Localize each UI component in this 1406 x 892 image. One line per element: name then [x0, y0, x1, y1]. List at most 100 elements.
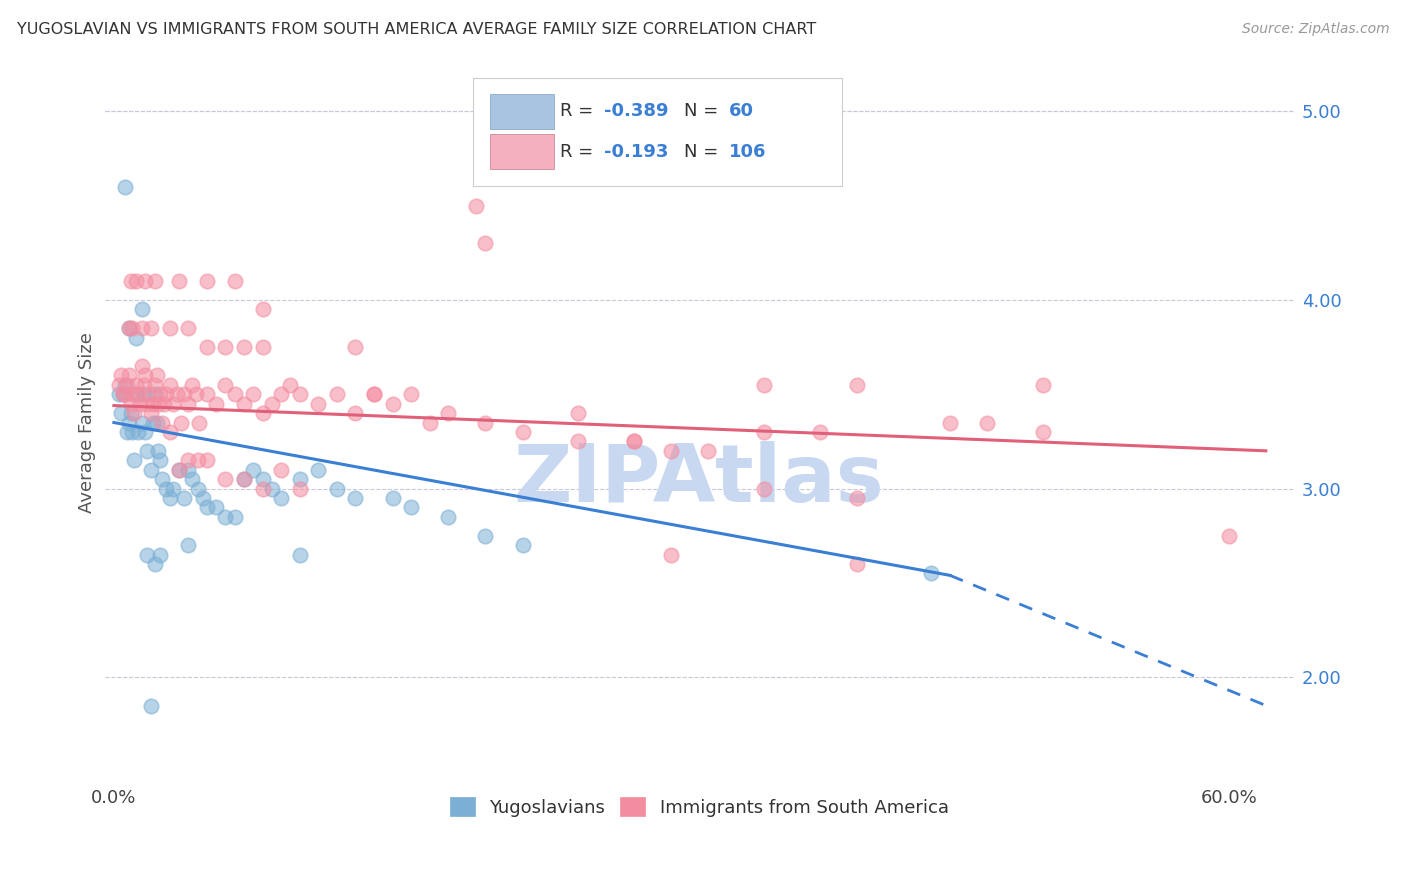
Point — [976, 416, 998, 430]
Point — [136, 397, 159, 411]
FancyBboxPatch shape — [474, 78, 842, 186]
Point — [224, 387, 246, 401]
Point — [170, 416, 193, 430]
Point — [181, 377, 204, 392]
Point — [114, 179, 136, 194]
Point — [139, 463, 162, 477]
Point — [242, 463, 264, 477]
Point — [143, 274, 166, 288]
Point — [623, 434, 645, 449]
Point — [118, 321, 141, 335]
Point — [132, 387, 155, 401]
Point — [288, 387, 311, 401]
Point — [326, 482, 349, 496]
Point — [143, 557, 166, 571]
Point — [120, 274, 142, 288]
Point — [177, 463, 200, 477]
Point — [344, 491, 367, 505]
Point — [167, 463, 190, 477]
Text: 106: 106 — [728, 143, 766, 161]
Point — [808, 425, 831, 439]
Point — [121, 321, 143, 335]
Y-axis label: Average Family Size: Average Family Size — [79, 332, 96, 513]
Point — [134, 425, 156, 439]
Text: -0.389: -0.389 — [605, 103, 668, 120]
Point — [118, 368, 141, 383]
Point — [177, 397, 200, 411]
Point — [214, 377, 236, 392]
Point — [145, 368, 167, 383]
Point — [125, 377, 148, 392]
Point — [233, 340, 256, 354]
Point — [233, 397, 256, 411]
Point — [155, 387, 177, 401]
Point — [399, 500, 422, 515]
Point — [288, 548, 311, 562]
Point — [112, 387, 135, 401]
Point — [474, 416, 496, 430]
Point — [167, 274, 190, 288]
Point — [155, 482, 177, 496]
Point — [124, 453, 146, 467]
Point — [754, 425, 776, 439]
Point — [148, 397, 170, 411]
FancyBboxPatch shape — [489, 135, 554, 169]
Point — [659, 548, 682, 562]
Point — [145, 416, 167, 430]
Point — [108, 387, 131, 401]
Point — [846, 491, 869, 505]
Point — [474, 529, 496, 543]
Point — [162, 482, 184, 496]
Point — [754, 482, 776, 496]
Point — [138, 387, 160, 401]
Point — [167, 463, 190, 477]
Text: 60: 60 — [728, 103, 754, 120]
Point — [173, 491, 195, 505]
Point — [127, 387, 149, 401]
Point — [214, 472, 236, 486]
Point — [114, 387, 136, 401]
Point — [114, 377, 136, 392]
Point — [474, 236, 496, 251]
Point — [512, 425, 534, 439]
Point — [437, 509, 460, 524]
Text: YUGOSLAVIAN VS IMMIGRANTS FROM SOUTH AMERICA AVERAGE FAMILY SIZE CORRELATION CHA: YUGOSLAVIAN VS IMMIGRANTS FROM SOUTH AME… — [17, 22, 815, 37]
Point — [381, 397, 404, 411]
Point — [214, 340, 236, 354]
Text: ZIPAtlas: ZIPAtlas — [513, 441, 884, 519]
Point — [270, 463, 292, 477]
Point — [127, 425, 149, 439]
Point — [270, 387, 292, 401]
Point — [659, 443, 682, 458]
Point — [112, 387, 135, 401]
Point — [118, 416, 141, 430]
Point — [754, 377, 776, 392]
Point — [205, 500, 228, 515]
Point — [121, 425, 143, 439]
Point — [125, 331, 148, 345]
Point — [177, 321, 200, 335]
Point — [131, 302, 153, 317]
Point — [399, 387, 422, 401]
Point — [166, 387, 188, 401]
Point — [139, 321, 162, 335]
Point — [567, 434, 589, 449]
Point — [205, 397, 228, 411]
Point — [132, 377, 155, 392]
Point — [307, 397, 329, 411]
Text: R =: R = — [560, 103, 599, 120]
Point — [150, 416, 173, 430]
Point — [381, 491, 404, 505]
Point — [150, 472, 173, 486]
Point — [288, 482, 311, 496]
Point — [307, 463, 329, 477]
Point — [142, 416, 165, 430]
Point — [149, 387, 172, 401]
Point — [134, 274, 156, 288]
Point — [419, 416, 441, 430]
Point — [134, 368, 156, 383]
Point — [195, 500, 218, 515]
Point — [115, 425, 138, 439]
Point — [120, 397, 142, 411]
Point — [159, 425, 181, 439]
